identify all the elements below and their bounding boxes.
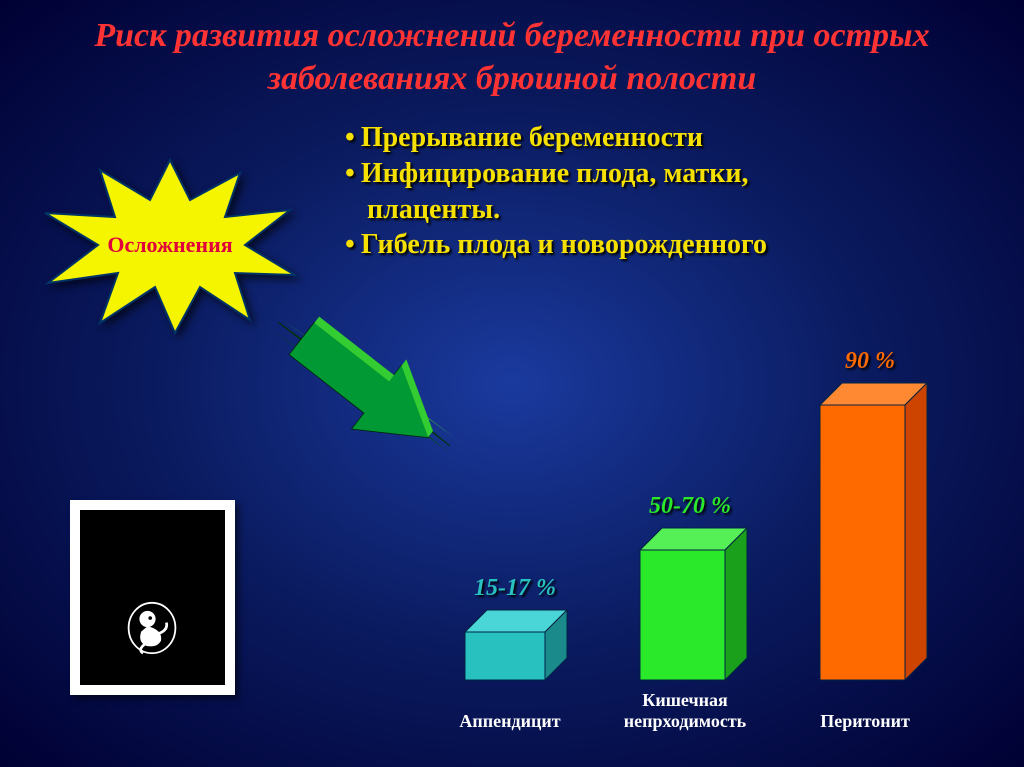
bullet-list: Прерывание беременности Инфицирование пл…: [345, 120, 1005, 263]
chart-bar: [640, 550, 725, 680]
bar-value-label: 15-17 %: [415, 575, 615, 602]
bar-value-label: 90 %: [770, 348, 970, 375]
page-title: Риск развития осложнений беременности пр…: [0, 0, 1024, 100]
bullet-item: Прерывание беременности: [345, 120, 1005, 156]
bullet-item-cont: плаценты.: [345, 192, 1005, 228]
bar-chart: 15-17 %Аппендицит 50-70 %Кишечная непрхо…: [450, 290, 990, 750]
pregnancy-icon: [70, 500, 235, 695]
bullet-item: Гибель плода и новорожденного: [345, 227, 1005, 263]
burst-badge: Осложнения: [40, 155, 300, 335]
bar-category-label: Кишечная непрходимость: [605, 690, 765, 732]
burst-label: Осложнения: [40, 155, 300, 335]
chart-bar: [820, 405, 905, 680]
bar-category-label: Перитонит: [785, 711, 945, 732]
bar-value-label: 50-70 %: [590, 493, 790, 520]
bullet-item: Инфицирование плода, матки,: [345, 156, 1005, 192]
bar-category-label: Аппендицит: [430, 711, 590, 732]
chart-bar: [465, 632, 545, 680]
arrow-icon: [250, 310, 470, 470]
